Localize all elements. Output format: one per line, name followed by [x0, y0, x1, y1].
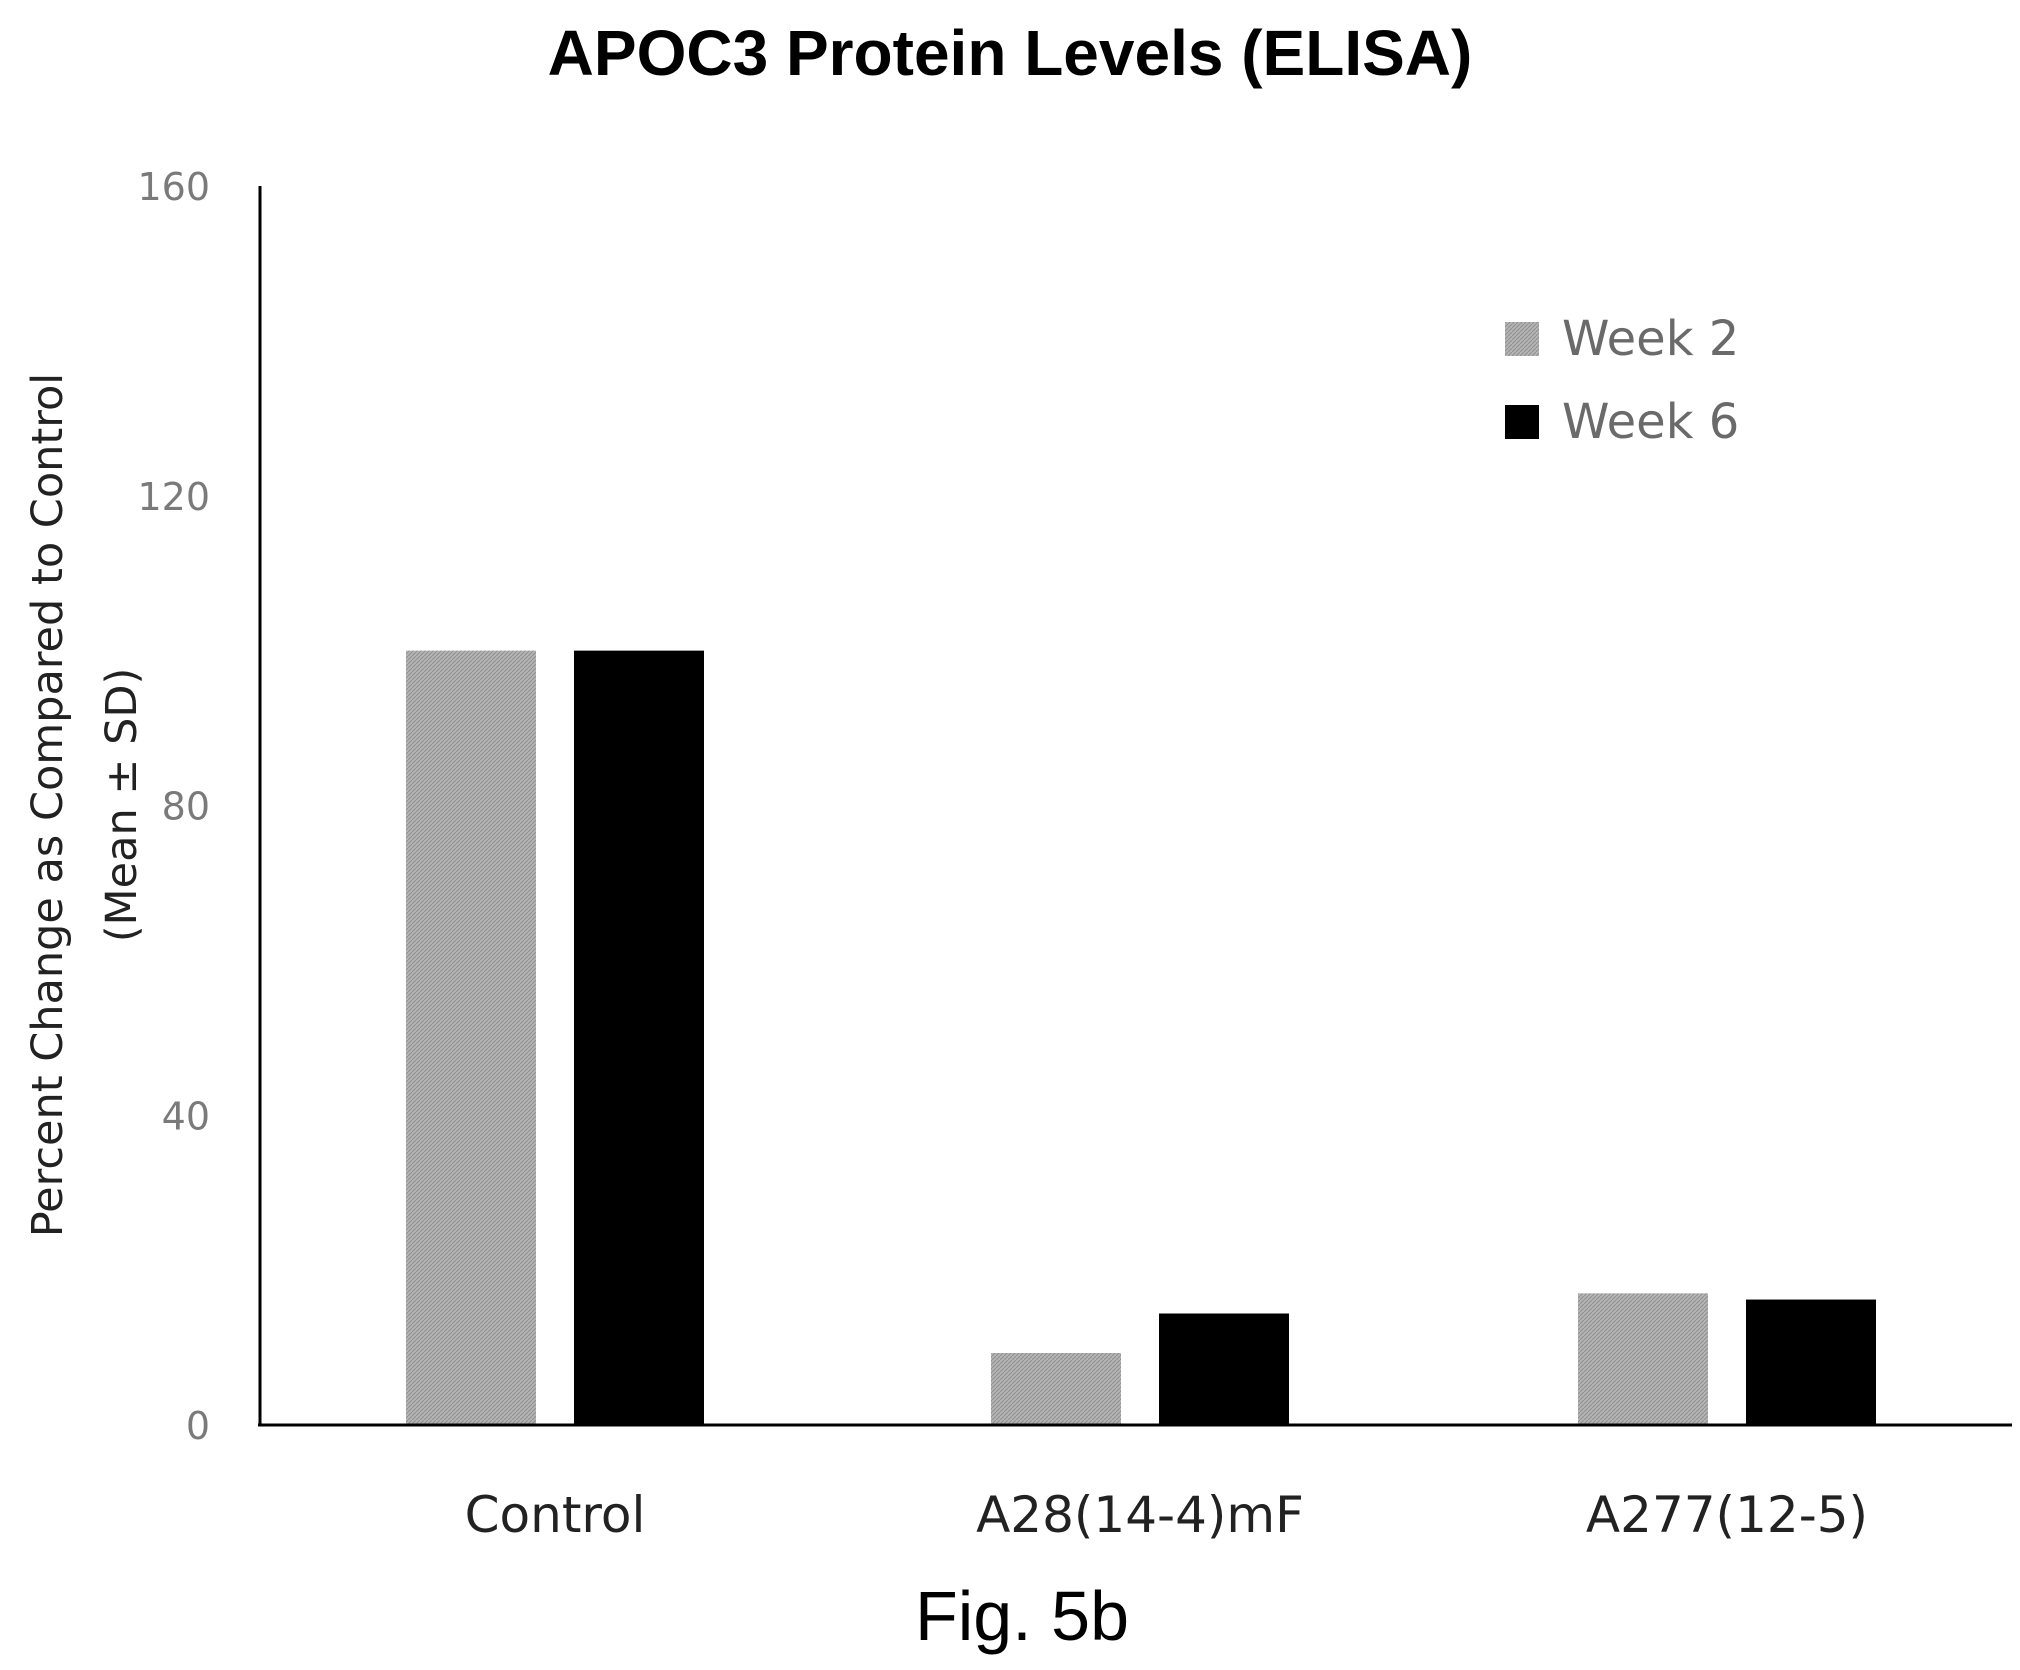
figure-caption: Fig. 5b — [915, 1577, 1129, 1655]
chart-title: APOC3 Protein Levels (ELISA) — [548, 17, 1473, 89]
y-axis-ticks: 0 40 80 120 160 — [137, 165, 210, 1448]
bar-week-6-1 — [574, 650, 704, 1425]
x-category-label: Control — [465, 1486, 646, 1544]
y-tick-label: 120 — [137, 475, 210, 519]
y-tick-label: 0 — [186, 1404, 210, 1448]
y-tick-label: 40 — [162, 1094, 210, 1138]
legend: Week 2 Week 6 — [1505, 311, 1739, 450]
legend-swatch-week-6 — [1505, 405, 1539, 439]
legend-label-week-2: Week 2 — [1562, 311, 1739, 367]
bar-week-2-3 — [1578, 1293, 1708, 1425]
x-category-label: A28(14-4)mF — [976, 1486, 1304, 1544]
bar-week-2-2 — [991, 1352, 1121, 1425]
legend-label-week-6: Week 6 — [1562, 394, 1739, 450]
y-tick-label: 80 — [162, 785, 210, 829]
x-category-label: A277(12-5) — [1586, 1486, 1868, 1544]
y-axis-label-line-1: Percent Change as Compared to Control — [23, 373, 73, 1237]
legend-swatch-week-2 — [1505, 322, 1539, 356]
y-axis-label: Percent Change as Compared to Control (M… — [23, 373, 147, 1237]
bars — [406, 650, 1876, 1425]
y-axis-label-line-2: (Mean ± SD) — [97, 668, 147, 942]
bar-week-2-1 — [406, 650, 536, 1425]
y-tick-label: 160 — [137, 165, 210, 209]
bar-week-6-3 — [1746, 1299, 1876, 1425]
x-axis-categories: Control A28(14-4)mF A277(12-5) — [465, 1486, 1868, 1544]
bar-week-6-2 — [1159, 1313, 1289, 1425]
